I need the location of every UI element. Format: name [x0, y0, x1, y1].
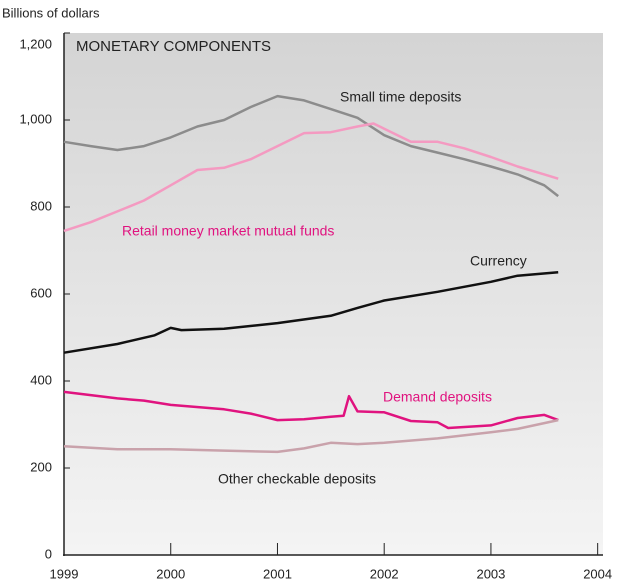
y-tick-label: 800	[30, 198, 52, 213]
series-line	[63, 271, 559, 354]
y-tick-label: 1,200	[19, 36, 52, 51]
y-axis-label: Billions of dollars	[2, 5, 100, 20]
chart-title: MONETARY COMPONENTS	[76, 38, 271, 55]
series-line	[63, 94, 559, 198]
x-tick-label: 2001	[263, 566, 292, 581]
series-line	[63, 418, 559, 454]
y-tick-label: 0	[45, 546, 52, 561]
series-label: Retail money market mutual funds	[122, 223, 334, 239]
y-tick-label: 200	[30, 459, 52, 474]
x-tick-label: 2002	[370, 566, 399, 581]
y-tick-label: 1,000	[19, 111, 52, 126]
series-line	[63, 390, 559, 430]
plot-background	[64, 33, 603, 555]
y-tick-label: 400	[30, 372, 52, 387]
series-label: Small time deposits	[340, 89, 461, 105]
series-label: Demand deposits	[383, 389, 492, 405]
x-tick-label: 2003	[476, 566, 505, 581]
series-line	[63, 122, 559, 233]
x-tick-label: 2004	[583, 566, 612, 581]
x-tick-label: 2000	[156, 566, 185, 581]
y-tick-label: 600	[30, 285, 52, 300]
series-label: Other checkable deposits	[218, 471, 376, 487]
series-label: Currency	[470, 253, 527, 269]
x-tick-label: 1999	[50, 566, 79, 581]
